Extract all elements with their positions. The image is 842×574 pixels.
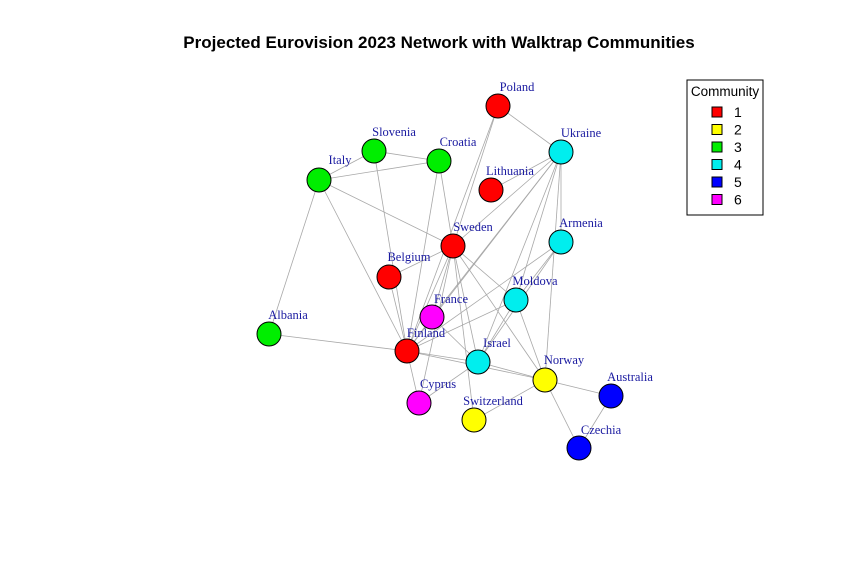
edge-moldova-finland xyxy=(406,299,517,352)
node-lithuania xyxy=(478,177,504,203)
edge-norway-czechia xyxy=(544,379,580,449)
node-label-poland: Poland xyxy=(500,80,535,94)
node-label-switzerland: Switzerland xyxy=(463,394,523,408)
node-label-australia: Australia xyxy=(607,370,653,384)
node-label-lithuania: Lithuania xyxy=(486,164,534,178)
chart-title: Projected Eurovision 2023 Network with W… xyxy=(183,33,694,52)
edge-italy-sweden xyxy=(318,179,454,247)
legend-swatch-4 xyxy=(711,159,723,170)
legend-label-1: 1 xyxy=(734,104,742,120)
legend-label-2: 2 xyxy=(734,122,742,138)
node-label-slovenia: Slovenia xyxy=(372,125,416,139)
legend-swatch-1 xyxy=(711,106,723,118)
node-layer xyxy=(256,93,624,461)
legend-swatch-2 xyxy=(711,124,723,135)
edge-armenia-finland xyxy=(406,241,562,352)
node-label-italy: Italy xyxy=(329,153,353,167)
node-slovenia xyxy=(361,138,387,164)
node-moldova xyxy=(503,287,529,313)
node-label-finland: Finland xyxy=(407,326,446,340)
legend-box xyxy=(686,79,764,216)
edge-ukraine-france xyxy=(431,151,562,318)
edge-poland-ukraine xyxy=(497,105,562,153)
edge-croatia-italy xyxy=(318,160,440,181)
node-ukraine xyxy=(548,139,574,165)
node-sweden xyxy=(440,233,466,259)
edge-croatia-finland xyxy=(406,160,440,352)
edge-ukraine-sweden xyxy=(452,151,562,247)
node-czechia xyxy=(566,435,592,461)
label-layer: Poland Ukraine Slovenia Croatia Italy Lithuan… xyxy=(268,80,653,437)
node-france xyxy=(419,304,445,330)
node-italy xyxy=(306,167,332,193)
edge-lithuania-ukraine xyxy=(490,151,562,191)
node-israel xyxy=(465,349,491,375)
node-poland xyxy=(485,93,511,119)
node-belgium xyxy=(376,264,402,290)
legend-label-5: 5 xyxy=(734,174,742,190)
node-label-moldova: Moldova xyxy=(512,274,558,288)
legend: Community 1 23 45 6 xyxy=(686,79,764,216)
edge-croatia-sweden xyxy=(438,160,454,247)
node-label-israel: Israel xyxy=(483,336,511,350)
node-label-croatia: Croatia xyxy=(440,135,477,149)
legend-label-6: 6 xyxy=(734,192,742,208)
edge-sweden-moldova xyxy=(452,245,517,301)
node-label-france: France xyxy=(434,292,468,306)
edge-italy-finland xyxy=(318,179,408,352)
node-label-sweden: Sweden xyxy=(453,220,493,234)
legend-swatch-6 xyxy=(711,194,723,205)
edge-poland-sweden xyxy=(452,105,499,247)
node-croatia xyxy=(426,148,452,174)
edge-norway-switzerland xyxy=(473,379,546,421)
node-label-belgium: Belgium xyxy=(387,250,430,264)
edge-ukraine-israel xyxy=(477,151,562,363)
edge-sweden-finland xyxy=(406,245,454,352)
node-label-cyprus: Cyprus xyxy=(420,377,456,391)
node-finland xyxy=(394,338,420,364)
edge-albania-finland xyxy=(268,333,408,352)
node-cyprus xyxy=(406,390,432,416)
node-albania xyxy=(256,321,282,347)
edge-italy-albania xyxy=(268,179,320,335)
legend-label-3: 3 xyxy=(734,139,742,155)
edge-sweden-norway xyxy=(452,245,546,381)
edge-moldova-norway xyxy=(515,299,546,381)
legend-label-4: 4 xyxy=(734,157,742,173)
node-norway xyxy=(532,367,558,393)
legend-swatch-5 xyxy=(711,176,723,188)
node-label-armenia: Armenia xyxy=(559,216,603,230)
legend-swatch-3 xyxy=(711,141,723,153)
edge-ukraine-norway xyxy=(544,151,562,381)
node-label-albania: Albania xyxy=(268,308,308,322)
legend-title: Community xyxy=(691,84,760,99)
edge-sweden-israel xyxy=(452,245,479,363)
node-armenia xyxy=(548,229,574,255)
node-australia xyxy=(598,383,624,409)
edge-belgium-finland xyxy=(388,276,408,352)
edge-ukraine-moldova xyxy=(515,151,562,301)
edge-sweden-switzerland xyxy=(452,245,475,421)
node-label-norway: Norway xyxy=(544,353,585,367)
node-switzerland xyxy=(461,407,487,433)
node-label-ukraine: Ukraine xyxy=(561,126,602,140)
edge-slovenia-finland xyxy=(373,150,408,352)
node-label-czechia: Czechia xyxy=(581,423,622,437)
